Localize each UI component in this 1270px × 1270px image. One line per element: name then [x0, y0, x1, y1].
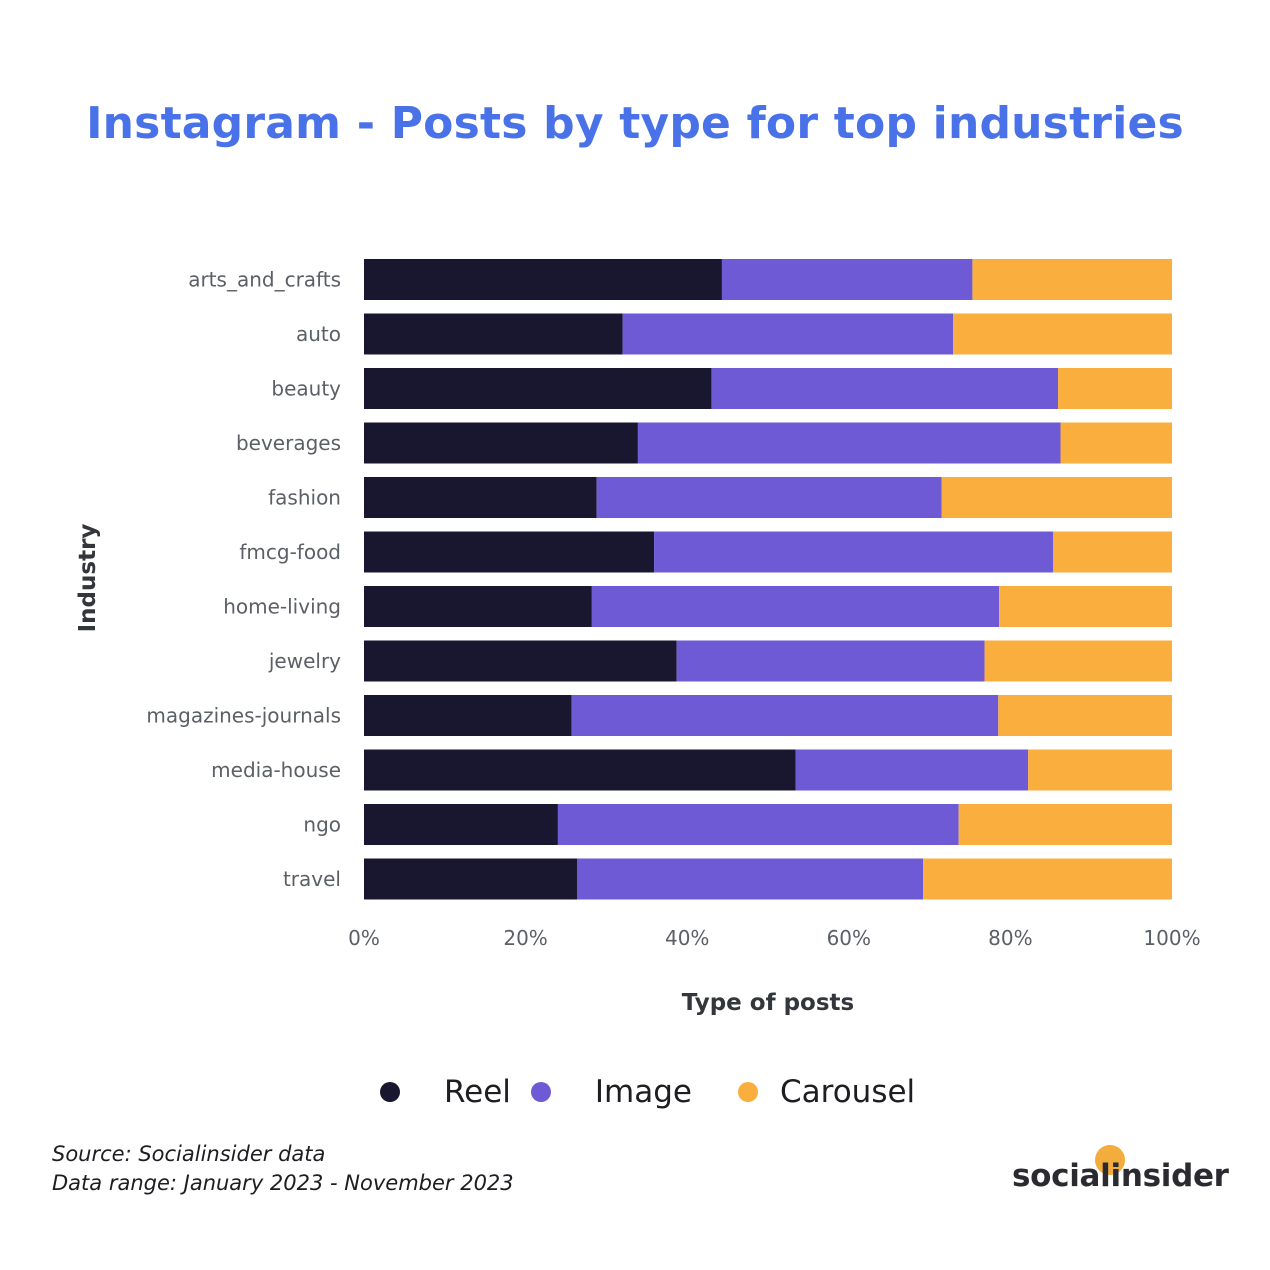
- y-tick-label: jewelry: [268, 649, 341, 673]
- y-axis-title: Industry: [75, 524, 101, 633]
- bar-reel-beauty: [364, 368, 712, 409]
- bar-image-travel: [577, 858, 924, 900]
- bar-image-arts_and_crafts: [721, 259, 973, 300]
- bar-image-jewelry: [676, 640, 985, 682]
- y-tick-label: travel: [283, 867, 341, 891]
- bar-carousel-beverages: [1060, 422, 1172, 464]
- legend-item-image: Image: [530, 1074, 692, 1110]
- y-tick-label: fashion: [268, 486, 341, 510]
- source-note: Source: Socialinsider data Data range: J…: [52, 1140, 514, 1198]
- bar-carousel-jewelry: [984, 640, 1172, 682]
- bar-reel-travel: [364, 858, 578, 900]
- legend: Reel Image Carousel: [380, 1070, 915, 1114]
- bar-reel-jewelry: [364, 640, 677, 682]
- bar-carousel-media-house: [1028, 749, 1172, 791]
- legend-dot-icon: [738, 1082, 758, 1102]
- y-tick-label: arts_and_crafts: [188, 268, 341, 292]
- bar-carousel-fmcg-food: [1053, 531, 1172, 573]
- bar-image-media-house: [795, 749, 1029, 791]
- y-tick-label: fmcg-food: [239, 540, 341, 564]
- source-text: Source: Socialinsider data: [52, 1142, 326, 1166]
- x-tick-label: 80%: [988, 926, 1032, 950]
- bar-reel-magazines-journals: [364, 695, 572, 736]
- bar-reel-media-house: [364, 749, 796, 791]
- bar-carousel-auto: [953, 313, 1172, 355]
- legend-label: Reel: [444, 1074, 511, 1110]
- bar-image-magazines-journals: [571, 695, 999, 736]
- bar-reel-home-living: [364, 586, 592, 627]
- bar-image-ngo: [557, 804, 959, 845]
- legend-item-carousel: Carousel: [738, 1074, 915, 1110]
- y-tick-label: beauty: [271, 377, 341, 401]
- bar-carousel-home-living: [999, 586, 1172, 627]
- bar-image-home-living: [591, 586, 1000, 627]
- bar-reel-fashion: [364, 477, 597, 518]
- legend-label: Image: [594, 1074, 692, 1110]
- bar-image-beverages: [637, 422, 1061, 464]
- bar-carousel-magazines-journals: [998, 695, 1172, 736]
- brand-logo-dot-icon: [1095, 1145, 1125, 1175]
- legend-label: Carousel: [780, 1074, 916, 1110]
- x-tick-label: 20%: [503, 926, 547, 950]
- bar-carousel-beauty: [1058, 368, 1172, 409]
- bar-image-fmcg-food: [654, 531, 1054, 573]
- y-tick-label: auto: [296, 322, 341, 346]
- x-tick-label: 40%: [665, 926, 709, 950]
- legend-dot-icon: [530, 1082, 551, 1102]
- bar-image-auto: [622, 313, 954, 355]
- data-range-text: Data range: January 2023 - November 2023: [52, 1171, 514, 1195]
- bar-reel-ngo: [364, 804, 558, 845]
- y-tick-label: beverages: [236, 431, 341, 455]
- x-tick-labels: 0% 20% 40% 60% 80% 100%: [348, 926, 1200, 950]
- y-tick-label: media-house: [211, 758, 341, 782]
- bar-reel-arts_and_crafts: [364, 259, 722, 300]
- bar-carousel-travel: [923, 858, 1172, 900]
- x-axis-title: Type of posts: [682, 990, 854, 1016]
- legend-item-reel: Reel: [380, 1074, 511, 1110]
- x-tick-label: 0%: [348, 926, 380, 950]
- y-tick-label: ngo: [303, 813, 341, 837]
- bar-reel-fmcg-food: [364, 531, 655, 573]
- brand-logo: socialinsider: [1012, 1158, 1229, 1194]
- bars-group: [364, 259, 1172, 900]
- bar-image-beauty: [711, 368, 1059, 409]
- bar-reel-auto: [364, 313, 623, 355]
- bar-carousel-fashion: [941, 477, 1172, 518]
- y-tick-label: magazines-journals: [146, 704, 341, 728]
- bar-image-fashion: [596, 477, 942, 518]
- x-tick-label: 60%: [827, 926, 871, 950]
- legend-dot-icon: [380, 1082, 400, 1102]
- x-tick-label: 100%: [1143, 926, 1200, 950]
- bar-carousel-arts_and_crafts: [972, 259, 1172, 300]
- bar-carousel-ngo: [958, 804, 1172, 845]
- chart-title: Instagram - Posts by type for top indust…: [86, 98, 1184, 149]
- bar-reel-beverages: [364, 422, 638, 464]
- y-tick-label: home-living: [223, 595, 341, 619]
